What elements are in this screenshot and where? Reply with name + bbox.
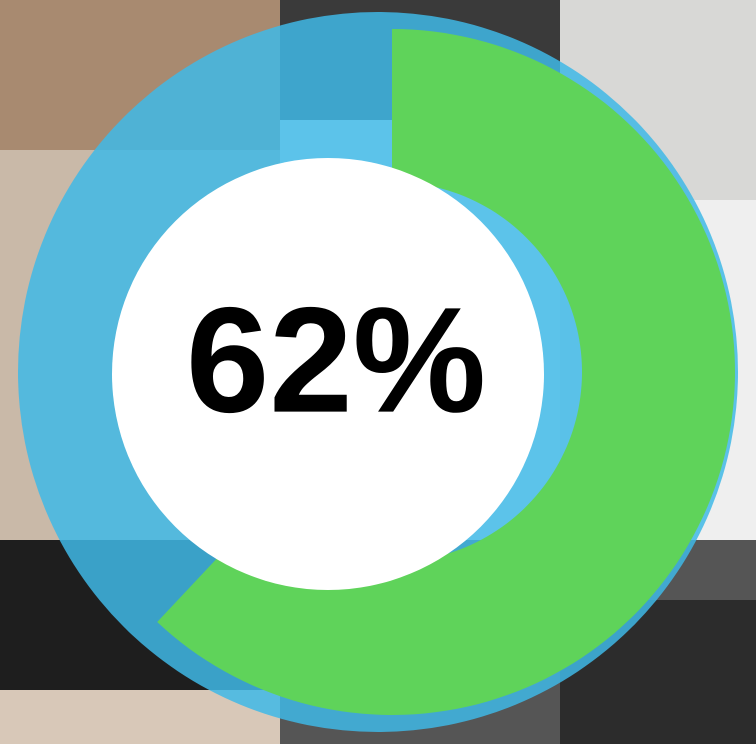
donut-hole — [112, 158, 544, 590]
center-label: 62% — [186, 276, 486, 444]
